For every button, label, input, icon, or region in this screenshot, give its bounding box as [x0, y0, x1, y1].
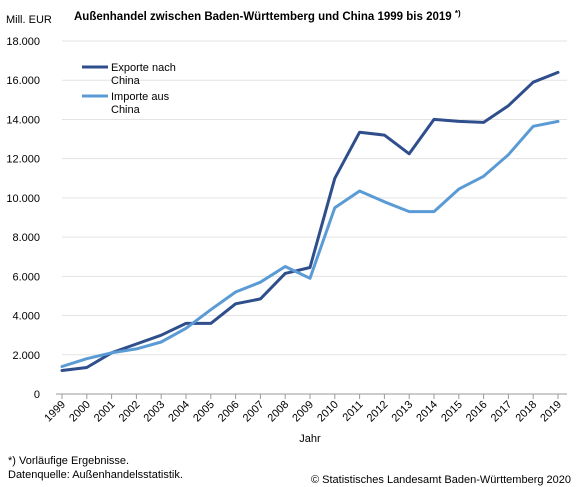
x-tick-label: 2010 [315, 399, 341, 425]
y-tick-label: 10.000 [6, 193, 40, 205]
x-tick-label: 2012 [365, 399, 391, 425]
footnote-source: Datenquelle: Außenhandelsstatistik. [8, 469, 183, 481]
footnote: *) Vorläufige Ergebnisse. Datenquelle: A… [8, 454, 183, 482]
x-tick-label: 2006 [216, 399, 242, 425]
x-tick-label: 2004 [166, 399, 192, 425]
x-tick-label: 1999 [42, 399, 68, 425]
chart-title-text: Außenhandel zwischen Baden-Württemberg u… [74, 11, 452, 23]
x-axis-ticks: 1999 2000 2001 2002 2003 2004 2005 2006 2007 2008… [42, 394, 564, 424]
x-tick-label: 2003 [142, 399, 168, 425]
x-tick-label: 2009 [290, 399, 316, 425]
x-tick-label: 2000 [67, 399, 93, 425]
x-tick-label: 2008 [266, 399, 292, 425]
x-tick-label: 2005 [191, 399, 217, 425]
legend-label-1: Exporte nach [111, 62, 176, 74]
y-tick-label: 12.000 [6, 154, 40, 166]
x-tick-label: 2018 [514, 399, 540, 425]
x-tick-label: 2013 [390, 399, 416, 425]
x-tick-label: 2017 [489, 399, 515, 425]
series-line-2 [60, 119, 560, 368]
y-tick-label: 6.000 [12, 271, 40, 283]
x-tick-label: 2007 [241, 399, 267, 425]
grid [62, 40, 567, 356]
legend-label-2: China [111, 104, 141, 116]
legend-label-1: China [111, 75, 141, 87]
y-tick-label: 18.000 [6, 36, 40, 48]
footnote-preliminary: *) Vorläufige Ergebnisse. [8, 455, 130, 467]
copyright: © Statistisches Landesamt Baden-Württemb… [310, 474, 571, 486]
x-tick-label: 2001 [92, 399, 118, 425]
y-tick-label: 2.000 [12, 350, 40, 362]
x-axis-label: Jahr [299, 433, 321, 445]
x-tick-label: 2002 [117, 399, 143, 425]
series-line-1 [60, 70, 560, 372]
x-tick-label: 2011 [341, 399, 366, 424]
y-axis-label: Mill. EUR [6, 14, 52, 26]
y-tick-label: 4.000 [12, 311, 40, 323]
y-tick-label: 16.000 [6, 75, 40, 87]
x-tick-label: 2019 [538, 399, 564, 425]
legend-label-2: Importe aus [111, 91, 170, 103]
y-tick-label: 0 [34, 389, 40, 401]
chart-title: Außenhandel zwischen Baden-Württemberg u… [74, 9, 461, 23]
y-tick-label: 8.000 [12, 232, 40, 244]
x-tick-label: 2016 [464, 399, 490, 425]
chart-title-suffix: *) [455, 9, 461, 18]
y-tick-label: 14.000 [6, 114, 40, 126]
y-axis-ticks: 0 2.000 4.000 6.000 8.000 10.000 12.000 14.000 1… [6, 36, 40, 401]
x-tick-label: 2015 [439, 399, 465, 425]
x-tick-label: 2014 [414, 399, 440, 425]
series-lines [60, 70, 560, 372]
